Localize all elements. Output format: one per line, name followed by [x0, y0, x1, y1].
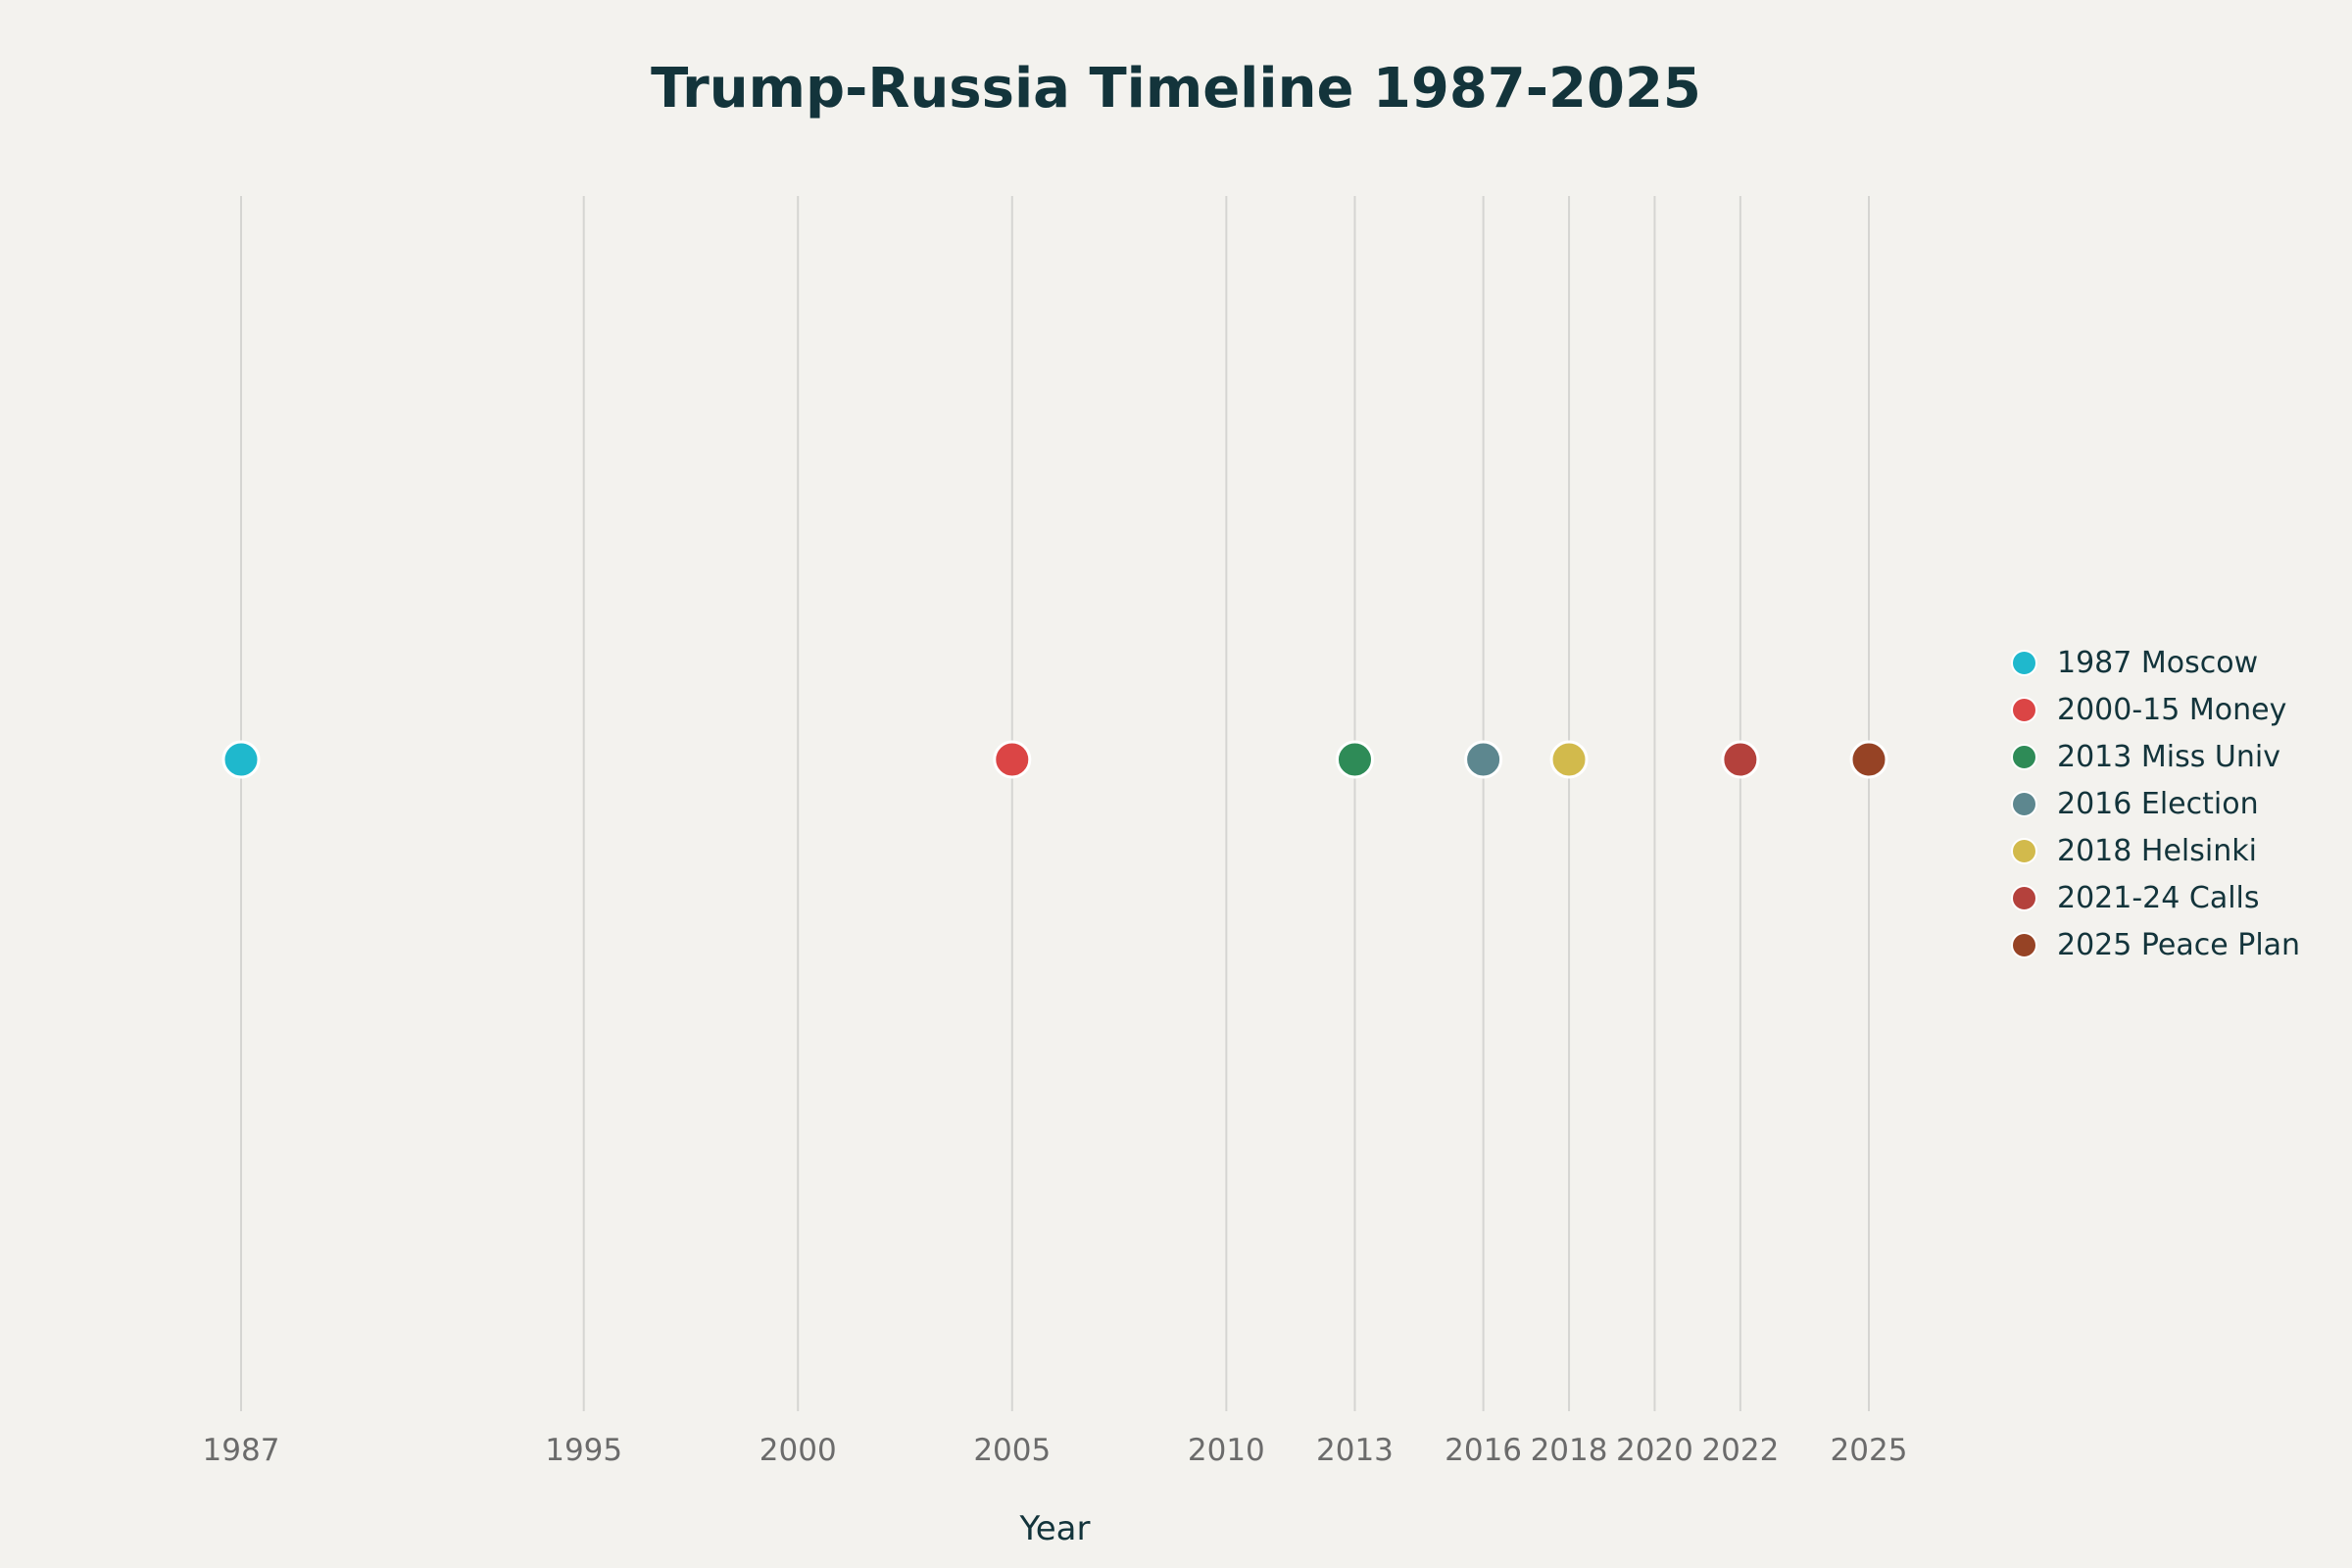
legend-swatch-2	[2011, 743, 2037, 770]
chart-title: Trump-Russia Timeline 1987-2025	[651, 57, 1701, 121]
legend-label-0: 1987 Moscow	[2057, 645, 2259, 680]
data-point-1[interactable]	[993, 740, 1032, 779]
legend-swatch-0	[2011, 649, 2037, 676]
grid-layer	[240, 196, 1870, 1411]
legend-swatch-3	[2011, 790, 2037, 817]
legend-swatch-4	[2011, 837, 2037, 864]
legend-item-1[interactable]: 2000-15 Money	[2011, 686, 2300, 733]
x-tick-label-2005: 2005	[973, 1433, 1051, 1468]
data-point-6[interactable]	[1849, 740, 1888, 779]
legend-item-0[interactable]: 1987 Moscow	[2011, 639, 2300, 686]
x-tick-label-1995: 1995	[545, 1433, 622, 1468]
x-tick-label-2022: 2022	[1701, 1433, 1779, 1468]
legend-label-3: 2016 Election	[2057, 786, 2259, 821]
point-layer	[221, 740, 1888, 779]
legend-item-4[interactable]: 2018 Helsinki	[2011, 827, 2300, 874]
data-point-4[interactable]	[1549, 740, 1589, 779]
tick-layer: 1987 1995 2000 2005 2010 2013 2016 2018 2020 2022…	[203, 1433, 1908, 1468]
x-tick-label-2025: 2025	[1831, 1433, 1908, 1468]
legend-swatch-6	[2011, 931, 2037, 958]
data-point-3[interactable]	[1464, 740, 1503, 779]
x-tick-label-2000: 2000	[760, 1433, 837, 1468]
x-axis-title: Year	[1019, 1509, 1091, 1548]
legend-swatch-1	[2011, 696, 2037, 723]
legend-label-6: 2025 Peace Plan	[2057, 927, 2301, 962]
x-tick-label-1987: 1987	[203, 1433, 280, 1468]
legend-label-2: 2013 Miss Univ	[2057, 739, 2280, 774]
legend: 1987 Moscow 2000-15 Money 2013 Miss Univ 20…	[2011, 639, 2300, 968]
data-point-5[interactable]	[1721, 740, 1760, 779]
x-tick-label-2016: 2016	[1445, 1433, 1522, 1468]
legend-item-6[interactable]: 2025 Peace Plan	[2011, 921, 2300, 968]
legend-item-2[interactable]: 2013 Miss Univ	[2011, 733, 2300, 780]
legend-label-1: 2000-15 Money	[2057, 692, 2287, 727]
legend-swatch-5	[2011, 884, 2037, 911]
legend-label-4: 2018 Helsinki	[2057, 833, 2257, 868]
legend-label-5: 2021-24 Calls	[2057, 880, 2260, 915]
data-point-2[interactable]	[1335, 740, 1374, 779]
legend-item-5[interactable]: 2021-24 Calls	[2011, 874, 2300, 921]
x-tick-label-2020: 2020	[1616, 1433, 1693, 1468]
data-point-0[interactable]	[221, 740, 261, 779]
x-tick-label-2010: 2010	[1188, 1433, 1265, 1468]
x-tick-label-2013: 2013	[1316, 1433, 1394, 1468]
legend-item-3[interactable]: 2016 Election	[2011, 780, 2300, 827]
x-tick-label-2018: 2018	[1531, 1433, 1608, 1468]
